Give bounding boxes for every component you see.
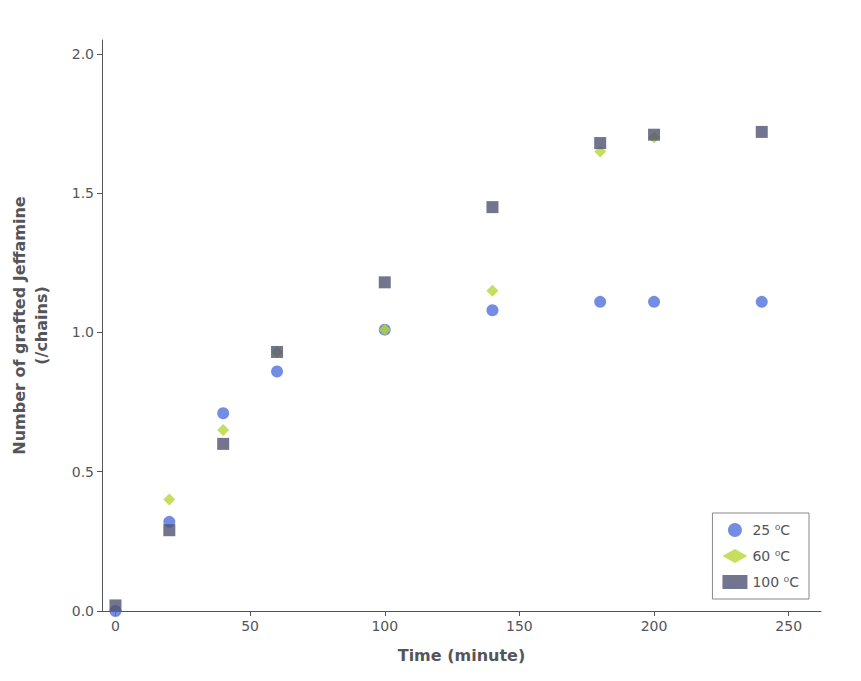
svg-text:0.0: 0.0 [72, 603, 94, 619]
svg-text:200: 200 [641, 618, 668, 634]
svg-text:2.0: 2.0 [72, 46, 94, 62]
svg-text:25 ⁰C: 25 ⁰C [752, 522, 790, 538]
svg-text:0.5: 0.5 [72, 464, 94, 480]
svg-text:1.0: 1.0 [72, 324, 94, 340]
svg-text:(/chains): (/chains) [32, 286, 51, 365]
svg-text:0: 0 [111, 618, 120, 634]
svg-text:50: 50 [241, 618, 259, 634]
svg-text:250: 250 [775, 618, 802, 634]
svg-text:Time (minute): Time (minute) [398, 646, 526, 665]
svg-text:60 ⁰C: 60 ⁰C [752, 548, 790, 564]
svg-text:1.5: 1.5 [72, 185, 94, 201]
svg-text:150: 150 [506, 618, 533, 634]
svg-text:100 ⁰C: 100 ⁰C [752, 574, 799, 590]
svg-text:100: 100 [371, 618, 398, 634]
svg-text:Number of grafted Jeffamine: Number of grafted Jeffamine [10, 196, 29, 454]
